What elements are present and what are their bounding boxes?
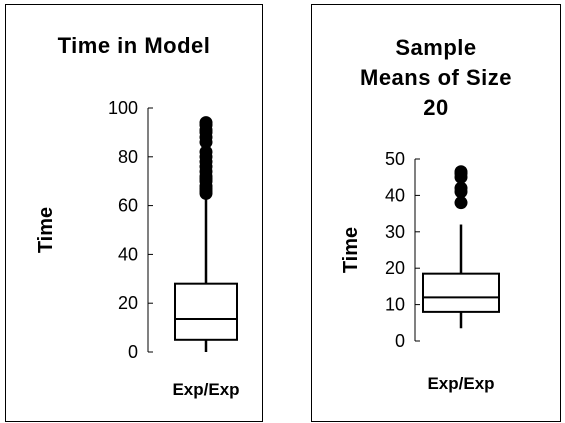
category-label: Exp/Exp: [427, 374, 494, 393]
y-tick-label: 80: [118, 147, 138, 167]
y-tick-label: 30: [385, 222, 405, 242]
y-tick-label: 40: [118, 244, 138, 264]
y-tick-label: 0: [395, 331, 405, 351]
y-tick-label: 60: [118, 196, 138, 216]
chart-title-line-2: Means of Size: [360, 65, 512, 90]
chart-panel-sample-means: Sample Means of Size 20 0 10 20 30 40 50 Time E…: [311, 4, 561, 422]
y-tick-label: 40: [385, 185, 405, 205]
boxplot-time-in-model: 0 20 40 60 80 100 Time Exp/Exp: [35, 98, 240, 399]
chart-title: Time in Model: [57, 33, 211, 58]
outlier-point: [199, 116, 213, 130]
outlier-point: [199, 145, 213, 159]
iqr-box: [174, 282, 238, 341]
outlier-point: [454, 165, 468, 179]
y-tick-label: 20: [385, 258, 405, 278]
y-tick-label: 100: [108, 98, 138, 118]
category-label: Exp/Exp: [172, 380, 239, 399]
chart-panel-time-in-model: Time in Model 0 20 40 60 80 100 Time Exp/Exp: [5, 4, 263, 422]
iqr-box: [422, 272, 500, 313]
y-axis-title: Time: [340, 227, 362, 273]
outlier-point: [454, 196, 468, 210]
chart-title-line-1: Sample: [395, 35, 477, 60]
chart-title-line-3: 20: [423, 95, 449, 120]
chart-title: Sample Means of Size 20: [312, 33, 560, 123]
y-tick-label: 50: [385, 149, 405, 169]
y-axis-title: Time: [35, 207, 57, 253]
y-tick-label: 10: [385, 295, 405, 315]
y-tick-label: 20: [118, 293, 138, 313]
outlier-point: [454, 181, 468, 195]
y-tick-label: 0: [128, 342, 138, 362]
boxplot-sample-means: 0 10 20 30 40 50 Time Exp/Exp: [340, 149, 500, 393]
